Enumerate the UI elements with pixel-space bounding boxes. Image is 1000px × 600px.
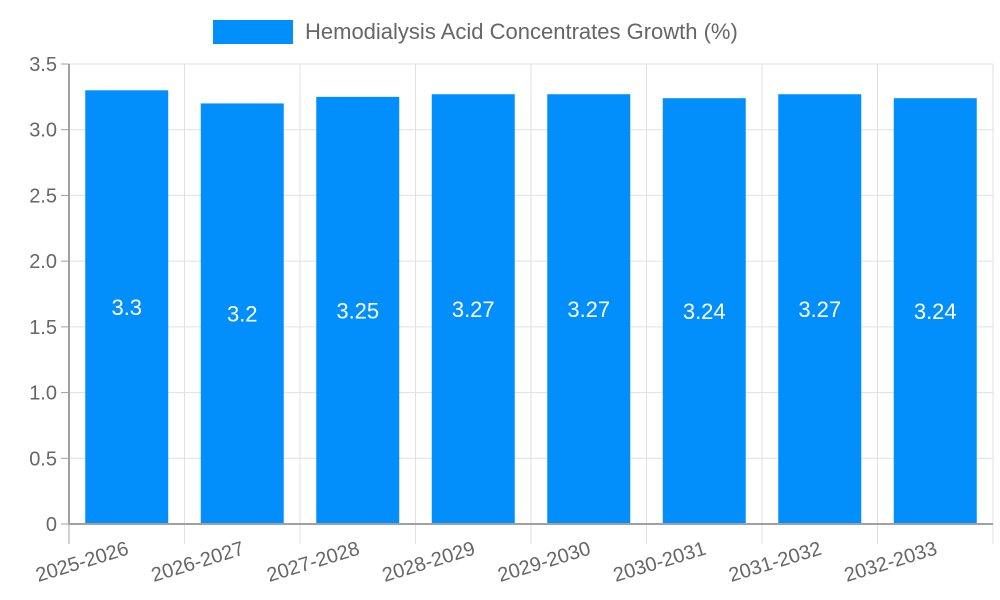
x-tick-label: 2029-2030 [495, 538, 593, 587]
y-tick-label: 0 [46, 514, 57, 536]
bar-value-label: 3.27 [567, 297, 610, 322]
y-tick-label: 2.5 [29, 185, 57, 207]
bar[interactable] [547, 94, 631, 524]
bar-value-label: 3.2 [227, 302, 258, 327]
bars: 3.3 3.2 3.25 3.27 3.27 3.24 3.27 3.24 [85, 90, 977, 525]
bar[interactable] [431, 94, 515, 524]
bar-value-label: 3.27 [798, 297, 841, 322]
legend-label[interactable]: Hemodialysis Acid Concentrates Growth (%… [305, 19, 738, 44]
y-tick-label: 3.5 [29, 54, 57, 76]
x-axis-ticks: 2025-2026 2026-2027 2027-2028 2028-2029 2029… [33, 538, 939, 587]
x-tick-label: 2030-2031 [611, 538, 709, 587]
y-tick-label: 3.0 [29, 120, 57, 142]
y-tick-label: 0.5 [29, 448, 57, 470]
bar[interactable] [316, 96, 400, 524]
bar[interactable] [893, 98, 977, 525]
x-tick-label: 2028-2029 [380, 538, 478, 587]
chart-legend: Hemodialysis Acid Concentrates Growth (%… [0, 18, 1000, 46]
x-tick-label: 2031-2032 [726, 538, 824, 587]
x-tick-label: 2025-2026 [33, 538, 131, 587]
x-tick-label: 2032-2033 [842, 538, 940, 587]
bar-value-label: 3.24 [914, 299, 957, 324]
axes [68, 64, 993, 525]
bar[interactable] [85, 90, 169, 525]
legend-swatch[interactable] [213, 20, 293, 44]
y-axis-ticks: 0 0.5 1.0 1.5 2.0 2.5 3.0 3.5 [29, 54, 69, 536]
bar-value-label: 3.25 [336, 298, 379, 323]
bar-value-label: 3.24 [683, 299, 726, 324]
y-tick-label: 1.0 [29, 383, 57, 405]
bar-value-label: 3.3 [111, 295, 142, 320]
x-tick-label: 2026-2027 [149, 538, 247, 587]
x-tick-label: 2027-2028 [264, 538, 362, 587]
y-tick-label: 1.5 [29, 317, 57, 339]
bar[interactable] [778, 94, 862, 524]
y-tick-label: 2.0 [29, 251, 57, 273]
bar-value-label: 3.27 [452, 297, 495, 322]
bar[interactable] [200, 103, 284, 524]
bar[interactable] [662, 98, 746, 525]
